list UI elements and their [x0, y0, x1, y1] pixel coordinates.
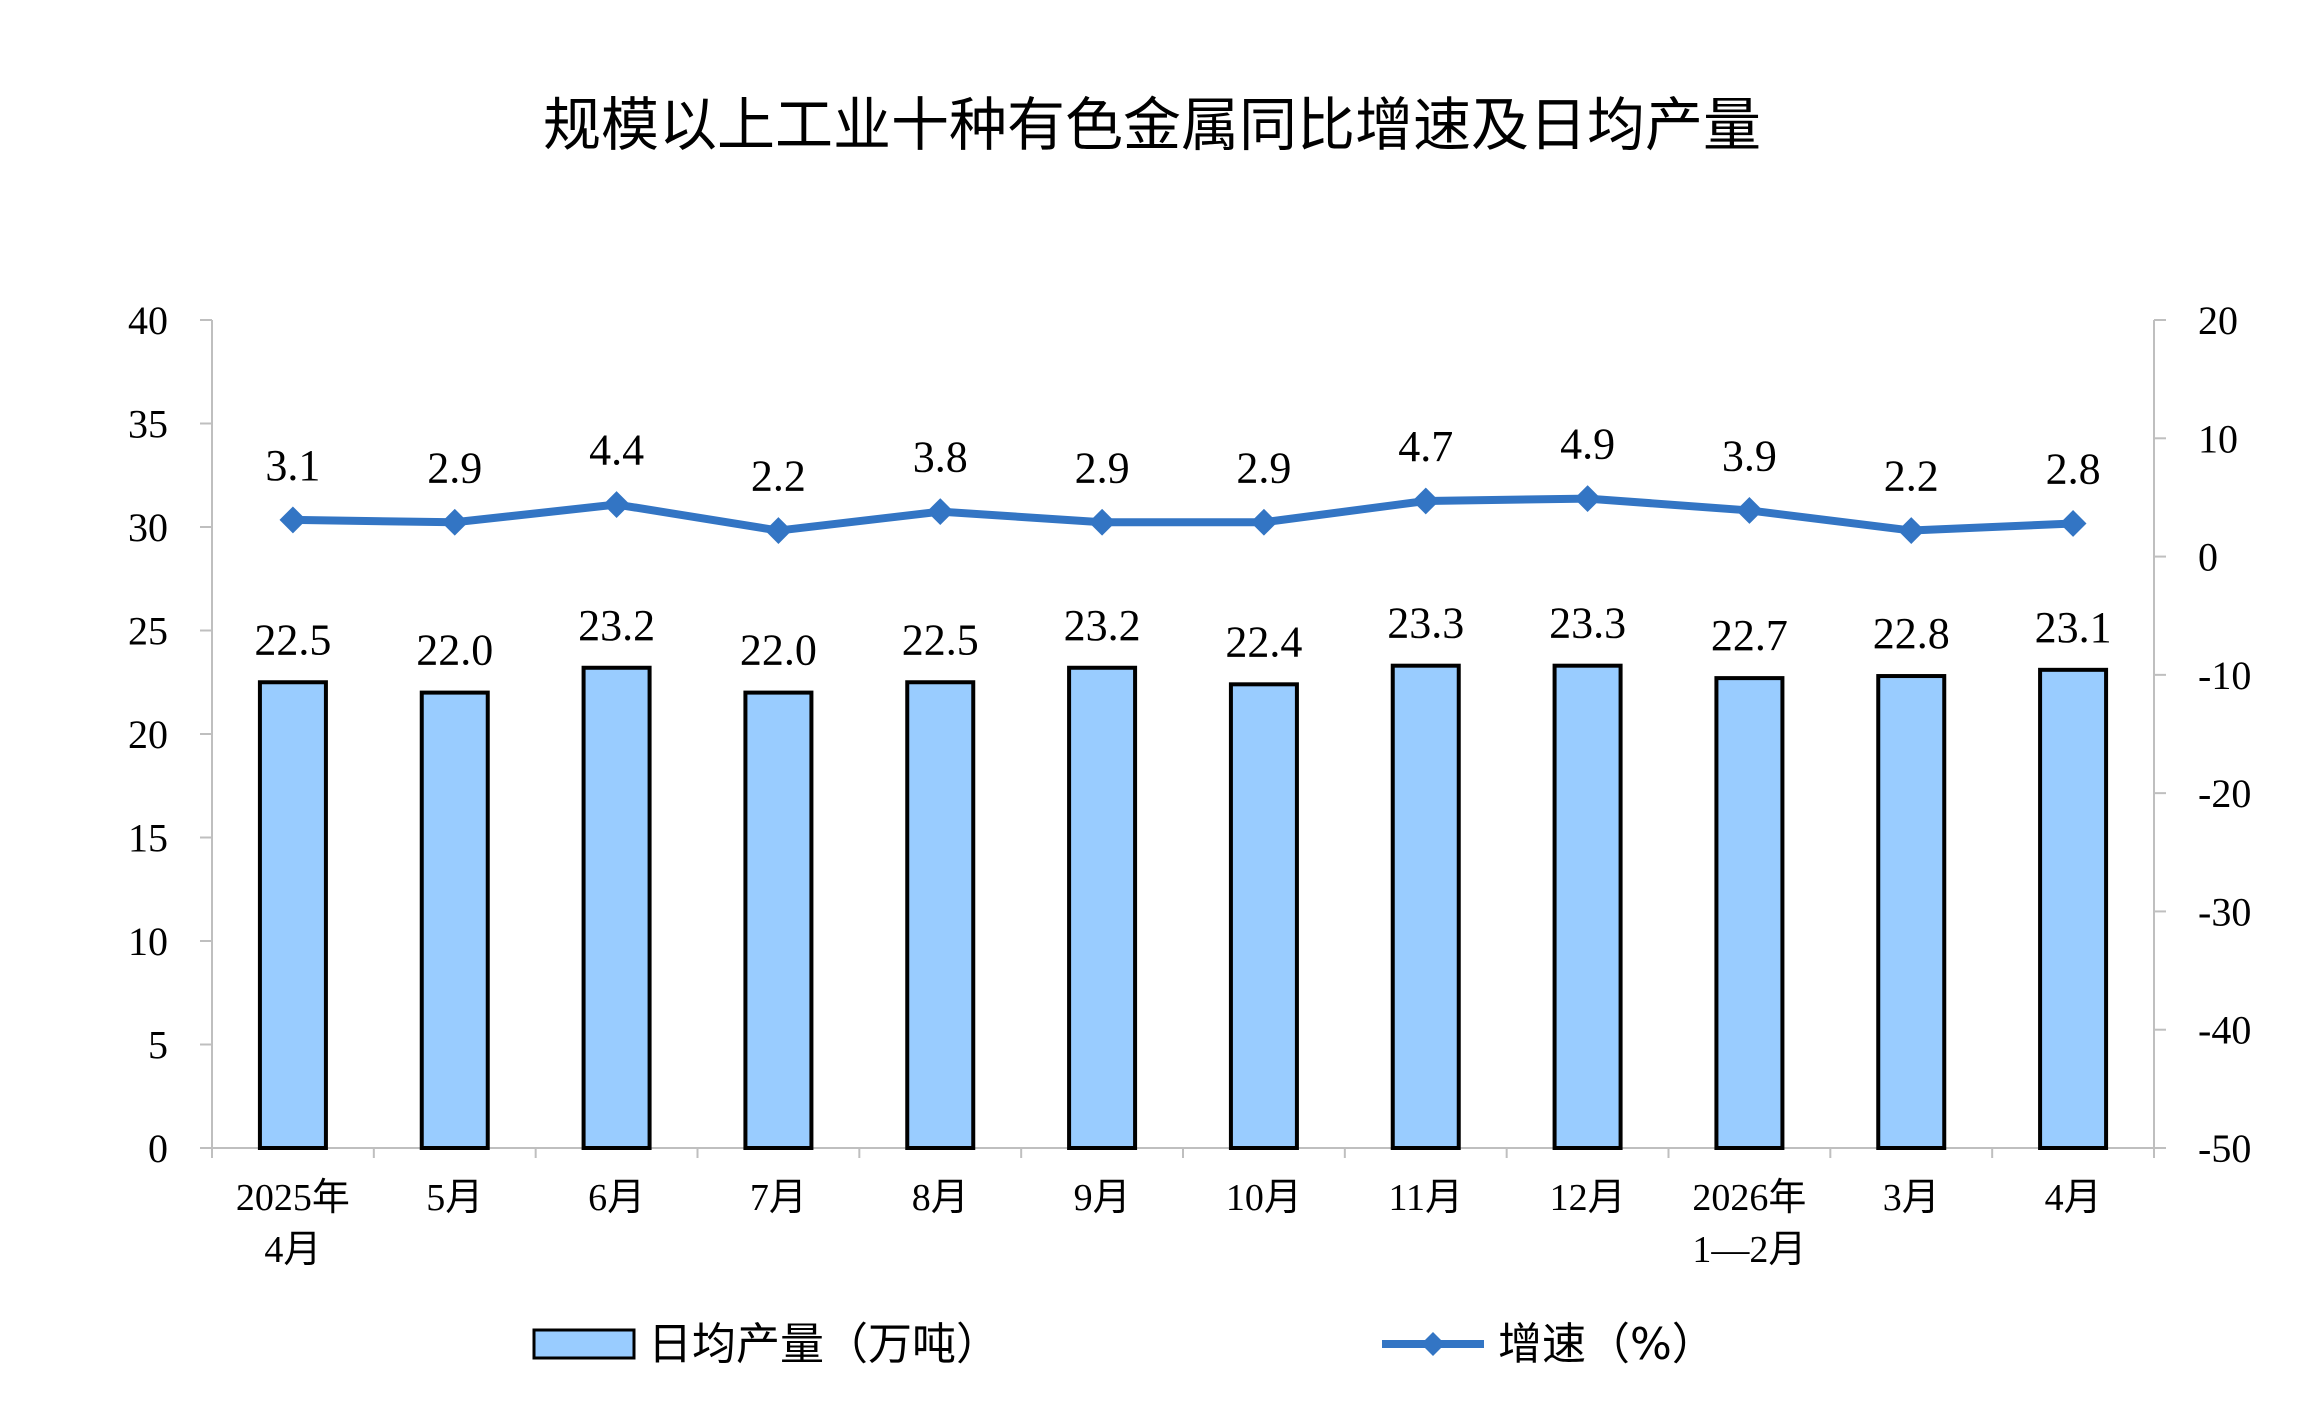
y-right-tick-label: 20 [2198, 298, 2238, 343]
line-point [441, 508, 469, 536]
line-data-label: 2.9 [427, 443, 482, 492]
legend-bar-label: 日均产量（万吨） [648, 1319, 1000, 1370]
x-tick-label: 5月 [426, 1177, 483, 1219]
bar-data-label: 22.0 [416, 626, 493, 675]
bar-data-label: 23.3 [1549, 599, 1626, 648]
bar [1228, 682, 1299, 1150]
y-right-tick-label: -50 [2198, 1126, 2251, 1171]
y-right-tick-label: 10 [2198, 416, 2238, 461]
line-data-label: 4.7 [1398, 422, 1453, 471]
x-tick-label: 1—2月 [1692, 1229, 1806, 1271]
line-point [926, 498, 954, 526]
y-left-tick-label: 10 [128, 919, 168, 964]
y-left-tick-label: 25 [128, 609, 168, 654]
bar [1390, 663, 1461, 1150]
x-tick-label: 10月 [1226, 1177, 1302, 1219]
bar [743, 690, 814, 1150]
bar [1876, 674, 1947, 1150]
x-tick-label: 2026年 [1692, 1177, 1806, 1219]
x-tick-label: 11月 [1388, 1177, 1463, 1219]
x-tick-label: 4月 [2045, 1177, 2102, 1219]
y-left-tick-label: 5 [148, 1023, 168, 1068]
y-left-tick-label: 35 [128, 402, 168, 447]
line-point [1897, 517, 1925, 544]
bar [257, 680, 328, 1150]
legend-line-marker [1421, 1332, 1445, 1356]
y-left-tick-label: 30 [128, 505, 168, 550]
y-left-tick-label: 15 [128, 816, 168, 861]
y-left-tick-label: 0 [148, 1126, 168, 1171]
line-point [1250, 508, 1278, 536]
x-tick-label: 9月 [1074, 1177, 1131, 1219]
bar [1714, 676, 1785, 1150]
line-data-label: 2.2 [1884, 452, 1939, 501]
line-point [765, 517, 792, 544]
line-point [1412, 487, 1440, 515]
bar [1552, 663, 1623, 1150]
bar-data-label: 23.2 [1064, 601, 1141, 650]
x-tick-label: 12月 [1550, 1177, 1626, 1219]
line-point [279, 506, 307, 534]
x-tick-label: 6月 [588, 1177, 645, 1219]
x-tick-label: 2025年 [236, 1177, 350, 1219]
x-tick-label: 7月 [750, 1177, 807, 1219]
bar [419, 690, 490, 1150]
line-data-label: 3.1 [265, 441, 320, 490]
bar-data-label: 22.7 [1711, 611, 1788, 660]
line-point [603, 491, 630, 518]
bar-data-label: 22.8 [1873, 609, 1950, 658]
y-right-tick-label: -30 [2198, 889, 2251, 934]
bar-data-label: 22.5 [902, 615, 979, 664]
legend-line-label: 增速（%） [1498, 1319, 1716, 1370]
line-data-label: 2.9 [1075, 443, 1130, 492]
y-right-tick-label: -40 [2198, 1008, 2251, 1053]
bar [581, 665, 652, 1150]
y-right-tick-label: -10 [2198, 653, 2251, 698]
bar-data-label: 22.0 [740, 626, 817, 675]
line-data-label: 2.2 [751, 452, 806, 501]
line-point [1736, 497, 1763, 524]
bar [1067, 665, 1138, 1150]
line-data-label: 2.9 [1236, 443, 1291, 492]
chart-title: 规模以上工业十种有色金属同比增速及日均产量 [542, 91, 1761, 159]
x-tick-label: 3月 [1883, 1177, 1940, 1219]
line-point [1574, 485, 1601, 513]
x-tick-label: 4月 [264, 1229, 321, 1271]
bar-data-label: 22.4 [1225, 617, 1302, 666]
y-left-tick-label: 40 [128, 298, 168, 343]
y-right-tick-label: 0 [2198, 535, 2218, 580]
line-data-label: 4.4 [589, 426, 644, 475]
bar-data-label: 23.3 [1387, 599, 1464, 648]
line-data-label: 2.8 [2046, 444, 2101, 493]
line-point [1088, 508, 1116, 536]
y-left-tick-label: 20 [128, 712, 168, 757]
line-data-label: 4.9 [1560, 420, 1615, 469]
legend-bar-swatch [532, 1328, 636, 1360]
y-right-tick-label: -20 [2198, 771, 2251, 816]
growth-line [292, 494, 2074, 535]
bar-data-label: 23.1 [2035, 603, 2112, 652]
bar [905, 680, 976, 1150]
bar [2038, 667, 2109, 1151]
bar-data-label: 23.2 [578, 601, 655, 650]
line-data-label: 3.8 [913, 433, 968, 482]
line-point [2059, 510, 2087, 537]
bar-data-label: 22.5 [254, 615, 331, 664]
line-data-label: 3.9 [1722, 431, 1777, 480]
x-tick-label: 8月 [912, 1177, 969, 1219]
